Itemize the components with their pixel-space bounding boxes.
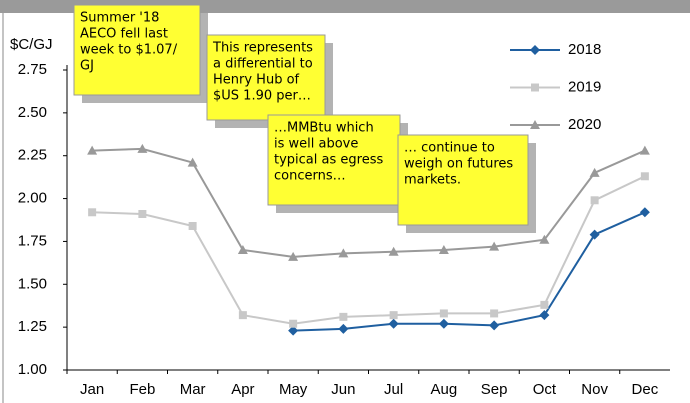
- data-point: [439, 309, 448, 318]
- data-point: [88, 208, 97, 217]
- series-line: [92, 147, 646, 258]
- y-tick-label: 1.50: [18, 275, 47, 292]
- data-point: [489, 320, 500, 331]
- data-point: [388, 246, 399, 256]
- data-point: [188, 222, 197, 230]
- data-point: [540, 300, 549, 309]
- data-point: [187, 157, 198, 167]
- x-tick-label: Jan: [80, 381, 104, 398]
- y-tick-label: 1.00: [18, 361, 47, 378]
- data-point: [640, 172, 649, 181]
- data-point: [237, 245, 248, 254]
- series-line: [293, 211, 646, 332]
- annotation-text: This represents: [212, 41, 313, 56]
- data-point: [338, 248, 349, 258]
- x-tick-label: Oct: [533, 381, 557, 398]
- annotation-box: [73, 4, 201, 96]
- data-point: [288, 251, 299, 261]
- annotation-text: $US 1.90 per…: [213, 89, 311, 104]
- data-point: [137, 143, 148, 153]
- data-point: [438, 245, 449, 254]
- data-point: [639, 145, 650, 155]
- y-tick-label: 2.25: [18, 147, 47, 164]
- x-tick-label: Apr: [231, 381, 254, 398]
- x-tick-label: May: [279, 381, 308, 398]
- x-tick-label: Sep: [481, 381, 508, 398]
- y-axis-label: $C/GJ: [10, 36, 53, 53]
- annotation-text: …MMBtu which: [274, 121, 374, 136]
- annotation-text: GJ: [80, 59, 94, 74]
- legend-marker: [530, 120, 540, 129]
- annotation-text: AECO fell last: [80, 27, 168, 42]
- annotation-text: concerns…: [274, 169, 346, 184]
- data-point: [490, 309, 499, 318]
- legend-label: 2020: [568, 116, 601, 133]
- annotation-text: week to $1.07/: [80, 43, 178, 58]
- x-tick-label: Feb: [129, 381, 155, 398]
- data-point: [388, 318, 399, 329]
- annotation-text: Summer '18: [80, 11, 159, 26]
- y-tick-label: 2.00: [18, 190, 47, 207]
- annotation-box: [397, 134, 529, 226]
- data-point: [539, 234, 550, 244]
- data-point: [338, 323, 349, 334]
- annotation-box: [206, 34, 326, 121]
- annotation-text: typical as egress: [274, 153, 383, 168]
- x-tick-label: Jun: [331, 381, 355, 398]
- y-tick-label: 1.25: [18, 318, 47, 335]
- annotation-box: [267, 114, 401, 206]
- x-tick-label: Dec: [632, 381, 659, 398]
- data-point: [489, 241, 500, 251]
- y-tick-label: 1.75: [18, 232, 47, 249]
- data-point: [589, 229, 600, 240]
- data-point: [138, 210, 147, 218]
- data-point: [288, 325, 299, 336]
- annotation-text: weigh on futures: [404, 157, 513, 172]
- annotation-text: markets.: [404, 173, 461, 188]
- annotation-text: … continue to: [404, 141, 495, 156]
- data-point: [438, 318, 449, 329]
- x-tick-label: Aug: [431, 381, 458, 398]
- data-point: [539, 310, 550, 321]
- data-point: [590, 196, 599, 205]
- y-tick-label: 2.50: [18, 104, 47, 121]
- legend-marker: [531, 83, 539, 92]
- x-tick-label: Nov: [581, 381, 608, 398]
- data-point: [339, 312, 348, 321]
- legend-label: 2018: [568, 41, 601, 58]
- legend-marker: [530, 45, 540, 55]
- data-point: [589, 167, 600, 177]
- x-tick-label: Jul: [384, 381, 403, 398]
- y-tick-label: 2.75: [18, 61, 47, 78]
- legend-label: 2019: [568, 78, 601, 95]
- annotation-text: a differential to: [213, 57, 313, 72]
- x-tick-label: Mar: [180, 381, 206, 398]
- data-point: [289, 319, 298, 328]
- data-point: [639, 207, 650, 218]
- data-point: [389, 311, 398, 320]
- data-point: [238, 311, 247, 320]
- annotation-text: is well above: [274, 137, 358, 152]
- annotation-text: Henry Hub of: [213, 73, 300, 88]
- data-point: [87, 145, 98, 155]
- series-line: [92, 175, 646, 325]
